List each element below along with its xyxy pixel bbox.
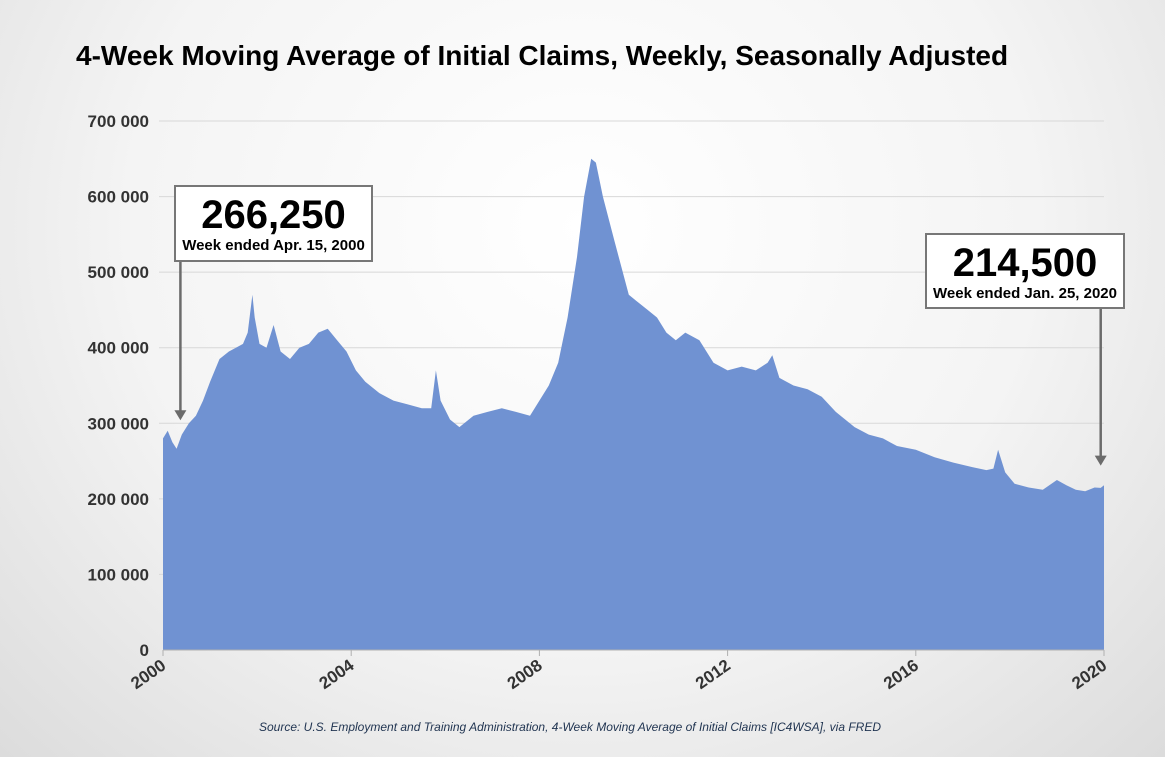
- callout-end-value: 214,500: [952, 241, 1098, 285]
- x-tick-label: 2012: [692, 656, 734, 693]
- callout-start-2000: 266,250 Week ended Apr. 15, 2000: [174, 185, 373, 262]
- chart-title: 4-Week Moving Average of Initial Claims,…: [76, 40, 1009, 71]
- y-tick-label: 500 000: [88, 263, 149, 282]
- y-tick-label: 100 000: [88, 565, 149, 584]
- x-tick-label: 2000: [127, 656, 169, 693]
- callout-start-value: 266,250: [201, 193, 346, 237]
- x-tick-label: 2004: [316, 655, 358, 693]
- series-area-layer: [163, 158, 1104, 651]
- y-tick-label: 0: [140, 641, 149, 660]
- callout-end-caption: Week ended Jan. 25, 2020: [933, 285, 1117, 302]
- y-tick-label: 200 000: [88, 490, 149, 509]
- arrow-start-head: [174, 410, 187, 421]
- source-note: Source: U.S. Employment and Training Adm…: [258, 720, 881, 734]
- y-tick-label: 400 000: [88, 339, 149, 358]
- callout-arrows: [174, 262, 1107, 466]
- y-tick-label: 700 000: [88, 112, 149, 131]
- x-tick-label: 2016: [880, 656, 922, 693]
- arrow-end-head: [1094, 455, 1107, 466]
- series-area-IC4WSA: [163, 158, 1104, 651]
- y-tick-label: 600 000: [88, 188, 149, 207]
- y-tick-label: 300 000: [88, 414, 149, 433]
- x-tick-label: 2020: [1068, 656, 1110, 693]
- callout-start-caption: Week ended Apr. 15, 2000: [182, 237, 365, 254]
- callout-end-2020: 214,500 Week ended Jan. 25, 2020: [925, 233, 1125, 309]
- x-tick-label: 2008: [504, 656, 546, 693]
